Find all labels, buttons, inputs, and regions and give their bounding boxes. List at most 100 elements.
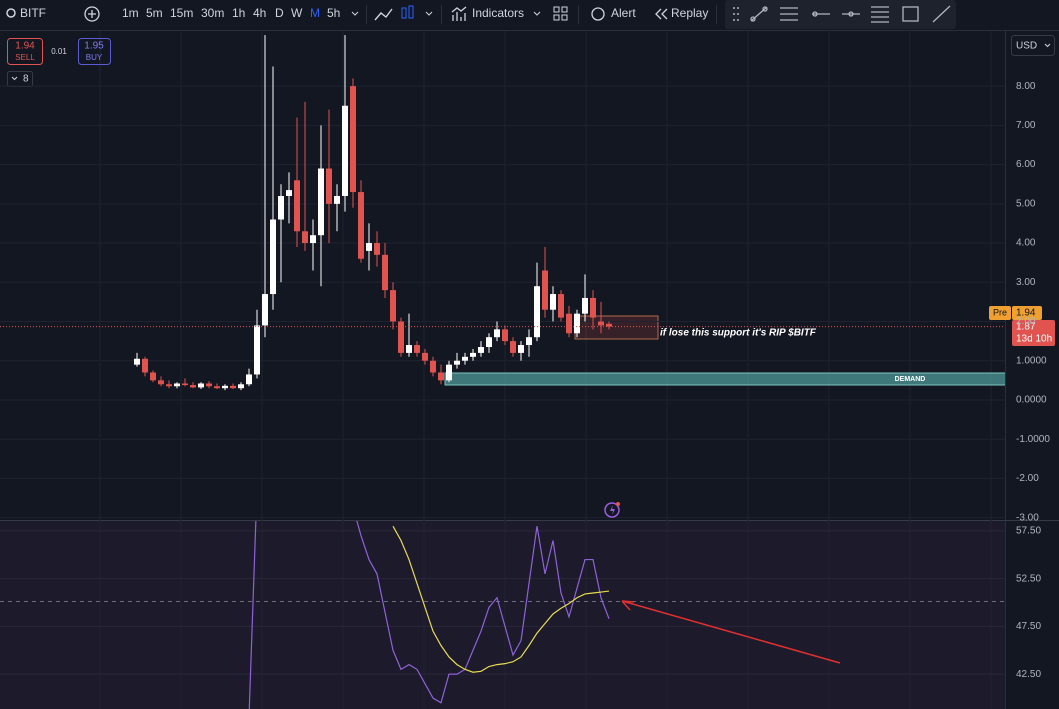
events-icon[interactable]: [604, 502, 620, 518]
rsi-line: [248, 521, 610, 709]
candle-body: [398, 321, 404, 353]
candle-body: [246, 374, 252, 385]
replay-icon[interactable]: [655, 8, 668, 20]
y-tick-label: 4.00: [1016, 238, 1036, 249]
replay-button[interactable]: Replay: [671, 6, 708, 20]
plus-icon: [88, 10, 96, 18]
candle-body: [390, 290, 396, 322]
candle-body: [182, 383, 188, 386]
currency[interactable]: USD: [1016, 41, 1037, 52]
interval[interactable]: 4h: [253, 6, 266, 20]
candle-body: [342, 105, 348, 196]
candle-body: [510, 341, 516, 353]
buy-button[interactable]: [78, 38, 111, 65]
symbol[interactable]: BITF: [20, 6, 46, 20]
interval[interactable]: 30m: [201, 6, 224, 20]
interval[interactable]: 5h: [327, 6, 340, 20]
y-tick-label: -2.00: [1016, 473, 1039, 484]
candle-body: [278, 195, 284, 220]
candle-body: [374, 243, 380, 255]
candle-body: [526, 337, 532, 346]
candle-body: [430, 360, 436, 373]
indicators-button[interactable]: Indicators: [472, 6, 524, 20]
y-tick-label: -3.00: [1016, 512, 1039, 523]
candle-body: [326, 168, 332, 204]
lightning: [610, 505, 615, 515]
candle-body: [502, 329, 508, 342]
demand-zone: [444, 372, 1005, 386]
candle-body: [238, 384, 244, 389]
currency-chevron: [1044, 43, 1051, 48]
candle-body: [198, 383, 204, 388]
alert-button[interactable]: Alert: [611, 6, 636, 20]
interval[interactable]: 1h: [232, 6, 245, 20]
candle-body: [334, 195, 340, 204]
layouts-icon[interactable]: [553, 6, 568, 21]
search-icon[interactable]: [6, 8, 16, 18]
candle-body: [414, 345, 420, 353]
candle-body: [518, 345, 524, 353]
candle-body: [230, 385, 236, 389]
y-tick-label: -1.0000: [1016, 434, 1050, 445]
candle-body: [574, 313, 580, 334]
price-pane: DEMAND if lose this support it's RIP $BI…: [0, 35, 1005, 519]
sell-price: 1.94: [15, 41, 35, 52]
collapse-count: 8: [23, 74, 29, 85]
candle-body: [542, 270, 548, 310]
candle-body: [166, 384, 172, 387]
event-dot: [616, 502, 620, 506]
sell-button[interactable]: [7, 38, 43, 65]
candle-body: [582, 297, 588, 314]
indicators-chevron[interactable]: [533, 11, 541, 16]
chart-type-line[interactable]: [374, 8, 393, 21]
pre-price: 1.94: [1016, 308, 1036, 319]
interval[interactable]: 1m: [122, 6, 139, 20]
candle-body: [310, 235, 316, 244]
rsi-pane: [0, 521, 1005, 709]
candle-body: [406, 345, 412, 353]
candle-body: [558, 294, 564, 318]
interval[interactable]: 5m: [146, 6, 163, 20]
buy-label: BUY: [86, 53, 103, 62]
candle-body: [190, 385, 196, 388]
currency-selector[interactable]: [1011, 35, 1055, 56]
candles-icon[interactable]: [401, 7, 407, 19]
indicators-icon[interactable]: [451, 6, 467, 21]
interval[interactable]: M: [310, 6, 320, 20]
chart-type-chevron[interactable]: [425, 11, 433, 16]
interval[interactable]: W: [291, 6, 303, 20]
candle-body: [214, 386, 220, 389]
last-price-tag: [1012, 320, 1055, 346]
y-tick-label: 3.00: [1016, 277, 1036, 288]
candle-body: [254, 325, 260, 375]
candle-body: [454, 360, 460, 365]
candle-body: [142, 358, 148, 373]
candle-body: [318, 168, 324, 236]
y-tick-label: 52.50: [1016, 573, 1041, 584]
candle-body: [438, 372, 444, 381]
candle-body: [550, 294, 556, 310]
spread: 0.01: [51, 47, 67, 56]
compare-button[interactable]: [84, 6, 100, 22]
candle-body: [302, 231, 308, 244]
interval[interactable]: 15m: [170, 6, 193, 20]
rsi-lines: [0, 521, 1005, 709]
interval[interactable]: D: [275, 6, 284, 20]
candle-body: [294, 180, 300, 232]
interval-chevron[interactable]: [351, 11, 359, 16]
candle-body: [566, 313, 572, 334]
drawing-tools[interactable]: [733, 5, 951, 23]
y-tick-label: 6.00: [1016, 159, 1036, 170]
candle-body: [462, 356, 468, 361]
candles-icon: [408, 5, 414, 19]
last-price: 1.87: [1016, 322, 1036, 333]
y-tick-label: 1.0000: [1016, 355, 1047, 366]
buy-price: 1.95: [84, 41, 104, 52]
y-tick-label: 7.00: [1016, 120, 1036, 131]
indicator-collapse[interactable]: [7, 71, 33, 87]
pre-tag: [989, 306, 1011, 320]
demand-label: DEMAND: [895, 376, 926, 383]
alert-icon[interactable]: [591, 7, 605, 21]
candle-body: [358, 192, 364, 259]
